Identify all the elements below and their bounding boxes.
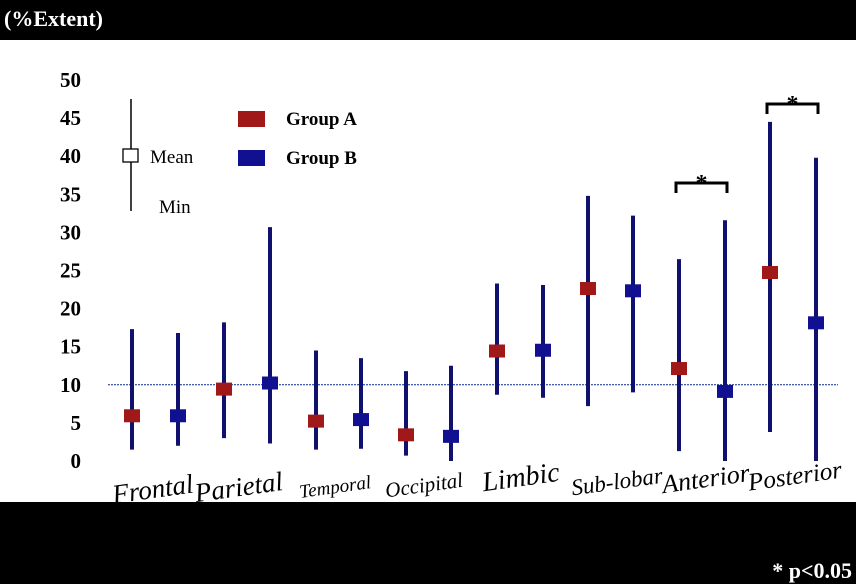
mean-marker [124,409,140,423]
significance-annotations: ** [674,92,820,197]
legend-swatch-group-b [238,150,265,166]
y-tick-label: 30 [60,220,81,244]
mean-marker [216,382,232,396]
mean-marker [762,266,778,280]
legend: Group A Group B [238,109,357,169]
significance-star: * [696,171,708,197]
mean-marker [262,376,278,390]
mean-marker [308,414,324,428]
range-bars [130,121,818,461]
y-tick-label: 50 [60,68,81,92]
mean-marker [580,282,596,296]
mean-marker [808,316,824,330]
mean-marker [625,284,641,298]
significance-star: * [787,92,799,118]
y-tick-label: 45 [60,106,81,130]
legend-label-group-b: Group B [286,148,357,169]
range-key: Mean Min [122,99,194,218]
footnote: * p<0.05 [772,558,852,583]
significance-bracket [765,102,820,114]
y-tick-label: 5 [71,411,82,435]
mean-marker [353,413,369,427]
y-tick-label: 15 [60,335,81,359]
mean-marker [443,429,459,443]
mean-marker [717,384,733,398]
y-tick-label: 20 [60,297,81,321]
significance-bracket [674,181,729,193]
plot-panel [0,40,856,502]
y-axis-title: (%Extent) [4,6,103,31]
legend-label-group-a: Group A [286,109,357,130]
y-tick-label: 10 [60,373,81,397]
y-tick-label: 25 [60,259,81,283]
y-tick-label: 40 [60,144,81,168]
key-mean-box [122,148,139,163]
y-tick-label: 0 [71,449,82,473]
key-min-label: Min [159,197,191,218]
legend-swatch-group-a [238,111,265,127]
mean-markers [124,266,824,443]
mean-marker [535,343,551,357]
mean-marker [170,409,186,423]
y-axis-ticks: 0 5 10 15 20 25 30 35 40 45 50 [60,68,81,473]
mean-marker [489,344,505,358]
key-mean-label: Mean [150,147,194,168]
y-tick-label: 35 [60,182,81,206]
mean-marker [398,428,414,442]
mean-marker [671,362,687,376]
